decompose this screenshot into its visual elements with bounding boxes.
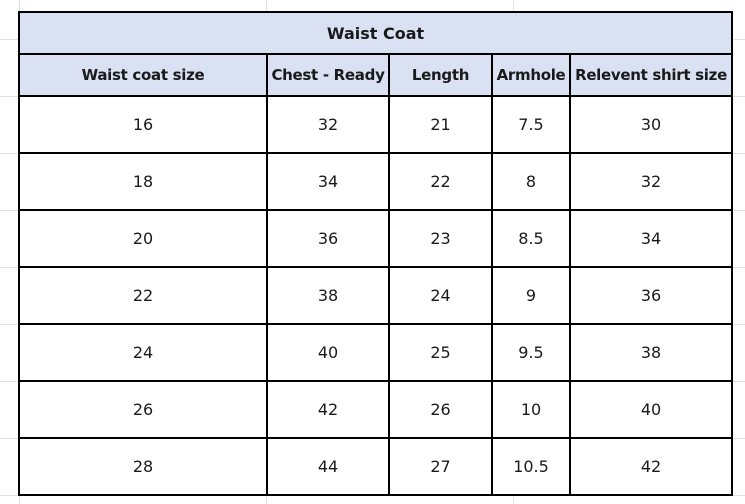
table-row: 20 36 23 8.5 34 [18, 209, 733, 268]
table-row: 18 34 22 8 32 [18, 152, 733, 211]
cell-armhole: 9 [491, 266, 571, 325]
cell-shirt-size: 42 [569, 437, 733, 496]
cell-armhole: 10 [491, 380, 571, 439]
cell-shirt-size: 40 [569, 380, 733, 439]
header-length: Length [388, 53, 493, 97]
table-row: 16 32 21 7.5 30 [18, 95, 733, 154]
table-row: 26 42 26 10 40 [18, 380, 733, 439]
cell-length: 25 [388, 323, 493, 382]
cell-length: 21 [388, 95, 493, 154]
cell-shirt-size: 34 [569, 209, 733, 268]
cell-chest-ready: 32 [266, 95, 390, 154]
cell-length: 22 [388, 152, 493, 211]
cell-chest-ready: 34 [266, 152, 390, 211]
cell-length: 27 [388, 437, 493, 496]
cell-chest-ready: 42 [266, 380, 390, 439]
cell-chest-ready: 40 [266, 323, 390, 382]
cell-length: 23 [388, 209, 493, 268]
cell-armhole: 9.5 [491, 323, 571, 382]
cell-armhole: 8 [491, 152, 571, 211]
cell-chest-ready: 44 [266, 437, 390, 496]
header-armhole: Armhole [491, 53, 571, 97]
table-row: 24 40 25 9.5 38 [18, 323, 733, 382]
header-waist-coat-size: Waist coat size [18, 53, 268, 97]
cell-waist-coat-size: 24 [18, 323, 268, 382]
cell-armhole: 7.5 [491, 95, 571, 154]
cell-length: 26 [388, 380, 493, 439]
cell-waist-coat-size: 20 [18, 209, 268, 268]
header-row: Waist coat size Chest - Ready Length Arm… [18, 53, 733, 97]
cell-length: 24 [388, 266, 493, 325]
cell-waist-coat-size: 26 [18, 380, 268, 439]
cell-waist-coat-size: 18 [18, 152, 268, 211]
cell-chest-ready: 36 [266, 209, 390, 268]
cell-chest-ready: 38 [266, 266, 390, 325]
header-chest-ready: Chest - Ready [266, 53, 390, 97]
table-row: 28 44 27 10.5 42 [18, 437, 733, 496]
cell-waist-coat-size: 16 [18, 95, 268, 154]
cell-armhole: 10.5 [491, 437, 571, 496]
cell-armhole: 8.5 [491, 209, 571, 268]
cell-shirt-size: 30 [569, 95, 733, 154]
cell-shirt-size: 32 [569, 152, 733, 211]
cell-waist-coat-size: 28 [18, 437, 268, 496]
waist-coat-size-table: Waist Coat Waist coat size Chest - Ready… [18, 11, 733, 496]
header-shirt-size: Relevent shirt size [569, 53, 733, 97]
cell-shirt-size: 38 [569, 323, 733, 382]
table-row: 22 38 24 9 36 [18, 266, 733, 325]
cell-shirt-size: 36 [569, 266, 733, 325]
table-title: Waist Coat [18, 11, 733, 55]
cell-waist-coat-size: 22 [18, 266, 268, 325]
